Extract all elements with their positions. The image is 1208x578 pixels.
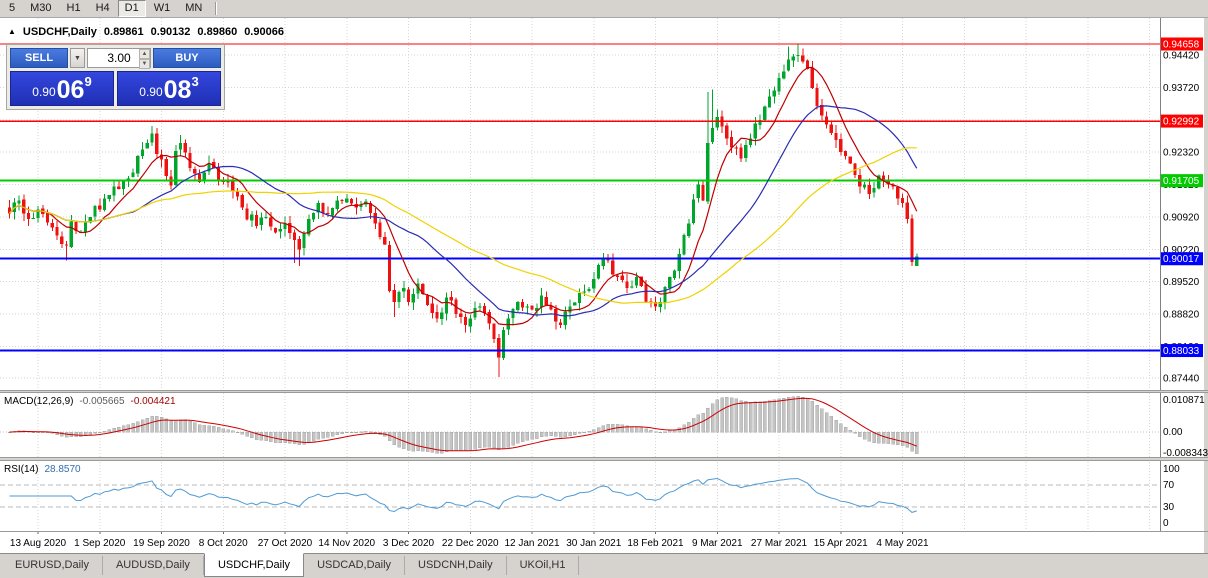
- volume-dropdown-button[interactable]: ▼: [70, 48, 85, 68]
- svg-text:100: 100: [1163, 464, 1180, 475]
- chart-tab-usdchf-daily[interactable]: USDCHF,Daily: [203, 553, 305, 577]
- buy-button[interactable]: BUY: [153, 48, 221, 68]
- svg-text:0.92320: 0.92320: [1163, 148, 1200, 159]
- svg-text:0.89520: 0.89520: [1163, 277, 1200, 288]
- svg-text:0.87440: 0.87440: [1163, 373, 1200, 384]
- svg-text:19 Sep 2020: 19 Sep 2020: [133, 538, 190, 549]
- svg-text:0.92992: 0.92992: [1163, 117, 1200, 128]
- date-axis: 13 Aug 2020 1 Sep 2020 19 Sep 2020 8 Oct 20…: [10, 538, 929, 549]
- svg-text:0.91705: 0.91705: [1163, 176, 1200, 187]
- chart-tab-eurusd-daily[interactable]: EURUSD,Daily: [2, 556, 103, 575]
- svg-text:0.94658: 0.94658: [1163, 40, 1200, 51]
- svg-text:0.88820: 0.88820: [1163, 310, 1200, 321]
- price-scale: 0.944200.937200.930200.923200.916200.909…: [1160, 18, 1208, 553]
- svg-text:0.90017: 0.90017: [1163, 254, 1200, 265]
- svg-text:8 Oct 2020: 8 Oct 2020: [199, 538, 248, 549]
- timeframe-button-d1[interactable]: D1: [117, 0, 146, 17]
- timeframe-button-mn[interactable]: MN: [185, 2, 203, 14]
- volume-spinner[interactable]: ▲ ▼: [139, 49, 150, 69]
- spinner-down-icon[interactable]: ▼: [139, 59, 150, 69]
- svg-text:12 Jan 2021: 12 Jan 2021: [504, 538, 559, 549]
- sell-price-sup: 9: [84, 74, 92, 89]
- svg-text:13 Aug 2020: 13 Aug 2020: [10, 538, 67, 549]
- buy-price-display[interactable]: 0.90 08 3: [117, 71, 221, 106]
- svg-text:0: 0: [1163, 518, 1169, 529]
- one-click-trading-panel: SELL ▼ 3.00 ▲ ▼ BUY 0.90 06 9: [6, 44, 225, 110]
- svg-text:0.88033: 0.88033: [1163, 346, 1200, 357]
- svg-text:15 Apr 2021: 15 Apr 2021: [814, 538, 868, 549]
- volume-value: 3.00: [107, 51, 131, 65]
- svg-text:27 Mar 2021: 27 Mar 2021: [751, 538, 808, 549]
- timeframe-button-m30[interactable]: M30: [30, 2, 52, 14]
- timeframe-button-5[interactable]: 5: [9, 2, 16, 14]
- svg-text:22 Dec 2020: 22 Dec 2020: [442, 538, 499, 549]
- svg-text:0.94420: 0.94420: [1163, 51, 1200, 62]
- svg-text:1 Sep 2020: 1 Sep 2020: [74, 538, 126, 549]
- svg-text:0.00: 0.00: [1163, 427, 1183, 438]
- svg-text:18 Feb 2021: 18 Feb 2021: [627, 538, 684, 549]
- svg-text:9 Mar 2021: 9 Mar 2021: [692, 538, 743, 549]
- svg-text:30: 30: [1163, 502, 1175, 513]
- svg-text:70: 70: [1163, 480, 1175, 491]
- toolbar-separator: [215, 2, 218, 15]
- buy-price-sup: 3: [191, 74, 199, 89]
- pane-separators: [0, 390, 1208, 532]
- timeframe-button-w1[interactable]: W1: [153, 2, 171, 14]
- svg-text:4 May 2021: 4 May 2021: [876, 538, 929, 549]
- sell-price-big: 06: [56, 76, 85, 104]
- sell-price-prefix: 0.90: [32, 85, 56, 99]
- timeframe-toolbar: 5 M30 H1 H4 D1 W1 MN: [0, 0, 1208, 18]
- sell-price-display[interactable]: 0.90 06 9: [10, 71, 114, 106]
- spinner-up-icon[interactable]: ▲: [139, 49, 150, 59]
- buy-price-big: 08: [163, 76, 192, 104]
- hlines-layer: [0, 43, 1160, 352]
- candles-layer: [7, 43, 919, 378]
- macd-pane: [0, 396, 1160, 454]
- svg-text:0.93720: 0.93720: [1163, 83, 1200, 94]
- chart-tab-audusd-daily[interactable]: AUDUSD,Daily: [103, 556, 204, 575]
- svg-text:0.90220: 0.90220: [1163, 245, 1200, 256]
- moving-averages-layer: [9, 66, 918, 326]
- svg-text:0.010871: 0.010871: [1163, 395, 1205, 406]
- svg-text:14 Nov 2020: 14 Nov 2020: [318, 538, 375, 549]
- svg-text:27 Oct 2020: 27 Oct 2020: [258, 538, 313, 549]
- svg-text:30 Jan 2021: 30 Jan 2021: [566, 538, 621, 549]
- buy-price-prefix: 0.90: [139, 85, 163, 99]
- chart-area: 13 Aug 2020 1 Sep 2020 19 Sep 2020 8 Oct 20…: [0, 18, 1208, 553]
- chart-tab-ukoil-h1[interactable]: UKOil,H1: [507, 556, 580, 575]
- svg-text:-0.008343: -0.008343: [1163, 448, 1208, 459]
- chart-tab-usdcad-daily[interactable]: USDCAD,Daily: [304, 556, 406, 575]
- svg-text:0.90920: 0.90920: [1163, 212, 1200, 223]
- chart-tabs-bar: EURUSD,Daily AUDUSD,Daily USDCHF,Daily USDC…: [0, 553, 1208, 578]
- grid-layer: [0, 18, 1160, 534]
- sell-button[interactable]: SELL: [10, 48, 68, 68]
- chevron-down-icon: ▼: [74, 54, 81, 62]
- chart-tab-usdcnh-daily[interactable]: USDCNH,Daily: [405, 556, 507, 575]
- timeframe-button-h1[interactable]: H1: [66, 2, 81, 14]
- rsi-pane: [0, 477, 1160, 513]
- svg-text:3 Dec 2020: 3 Dec 2020: [383, 538, 435, 549]
- timeframe-button-h4[interactable]: H4: [95, 2, 110, 14]
- volume-input[interactable]: 3.00 ▲ ▼: [87, 48, 151, 69]
- price-chart-canvas[interactable]: 13 Aug 2020 1 Sep 2020 19 Sep 2020 8 Oct 20…: [0, 18, 1208, 553]
